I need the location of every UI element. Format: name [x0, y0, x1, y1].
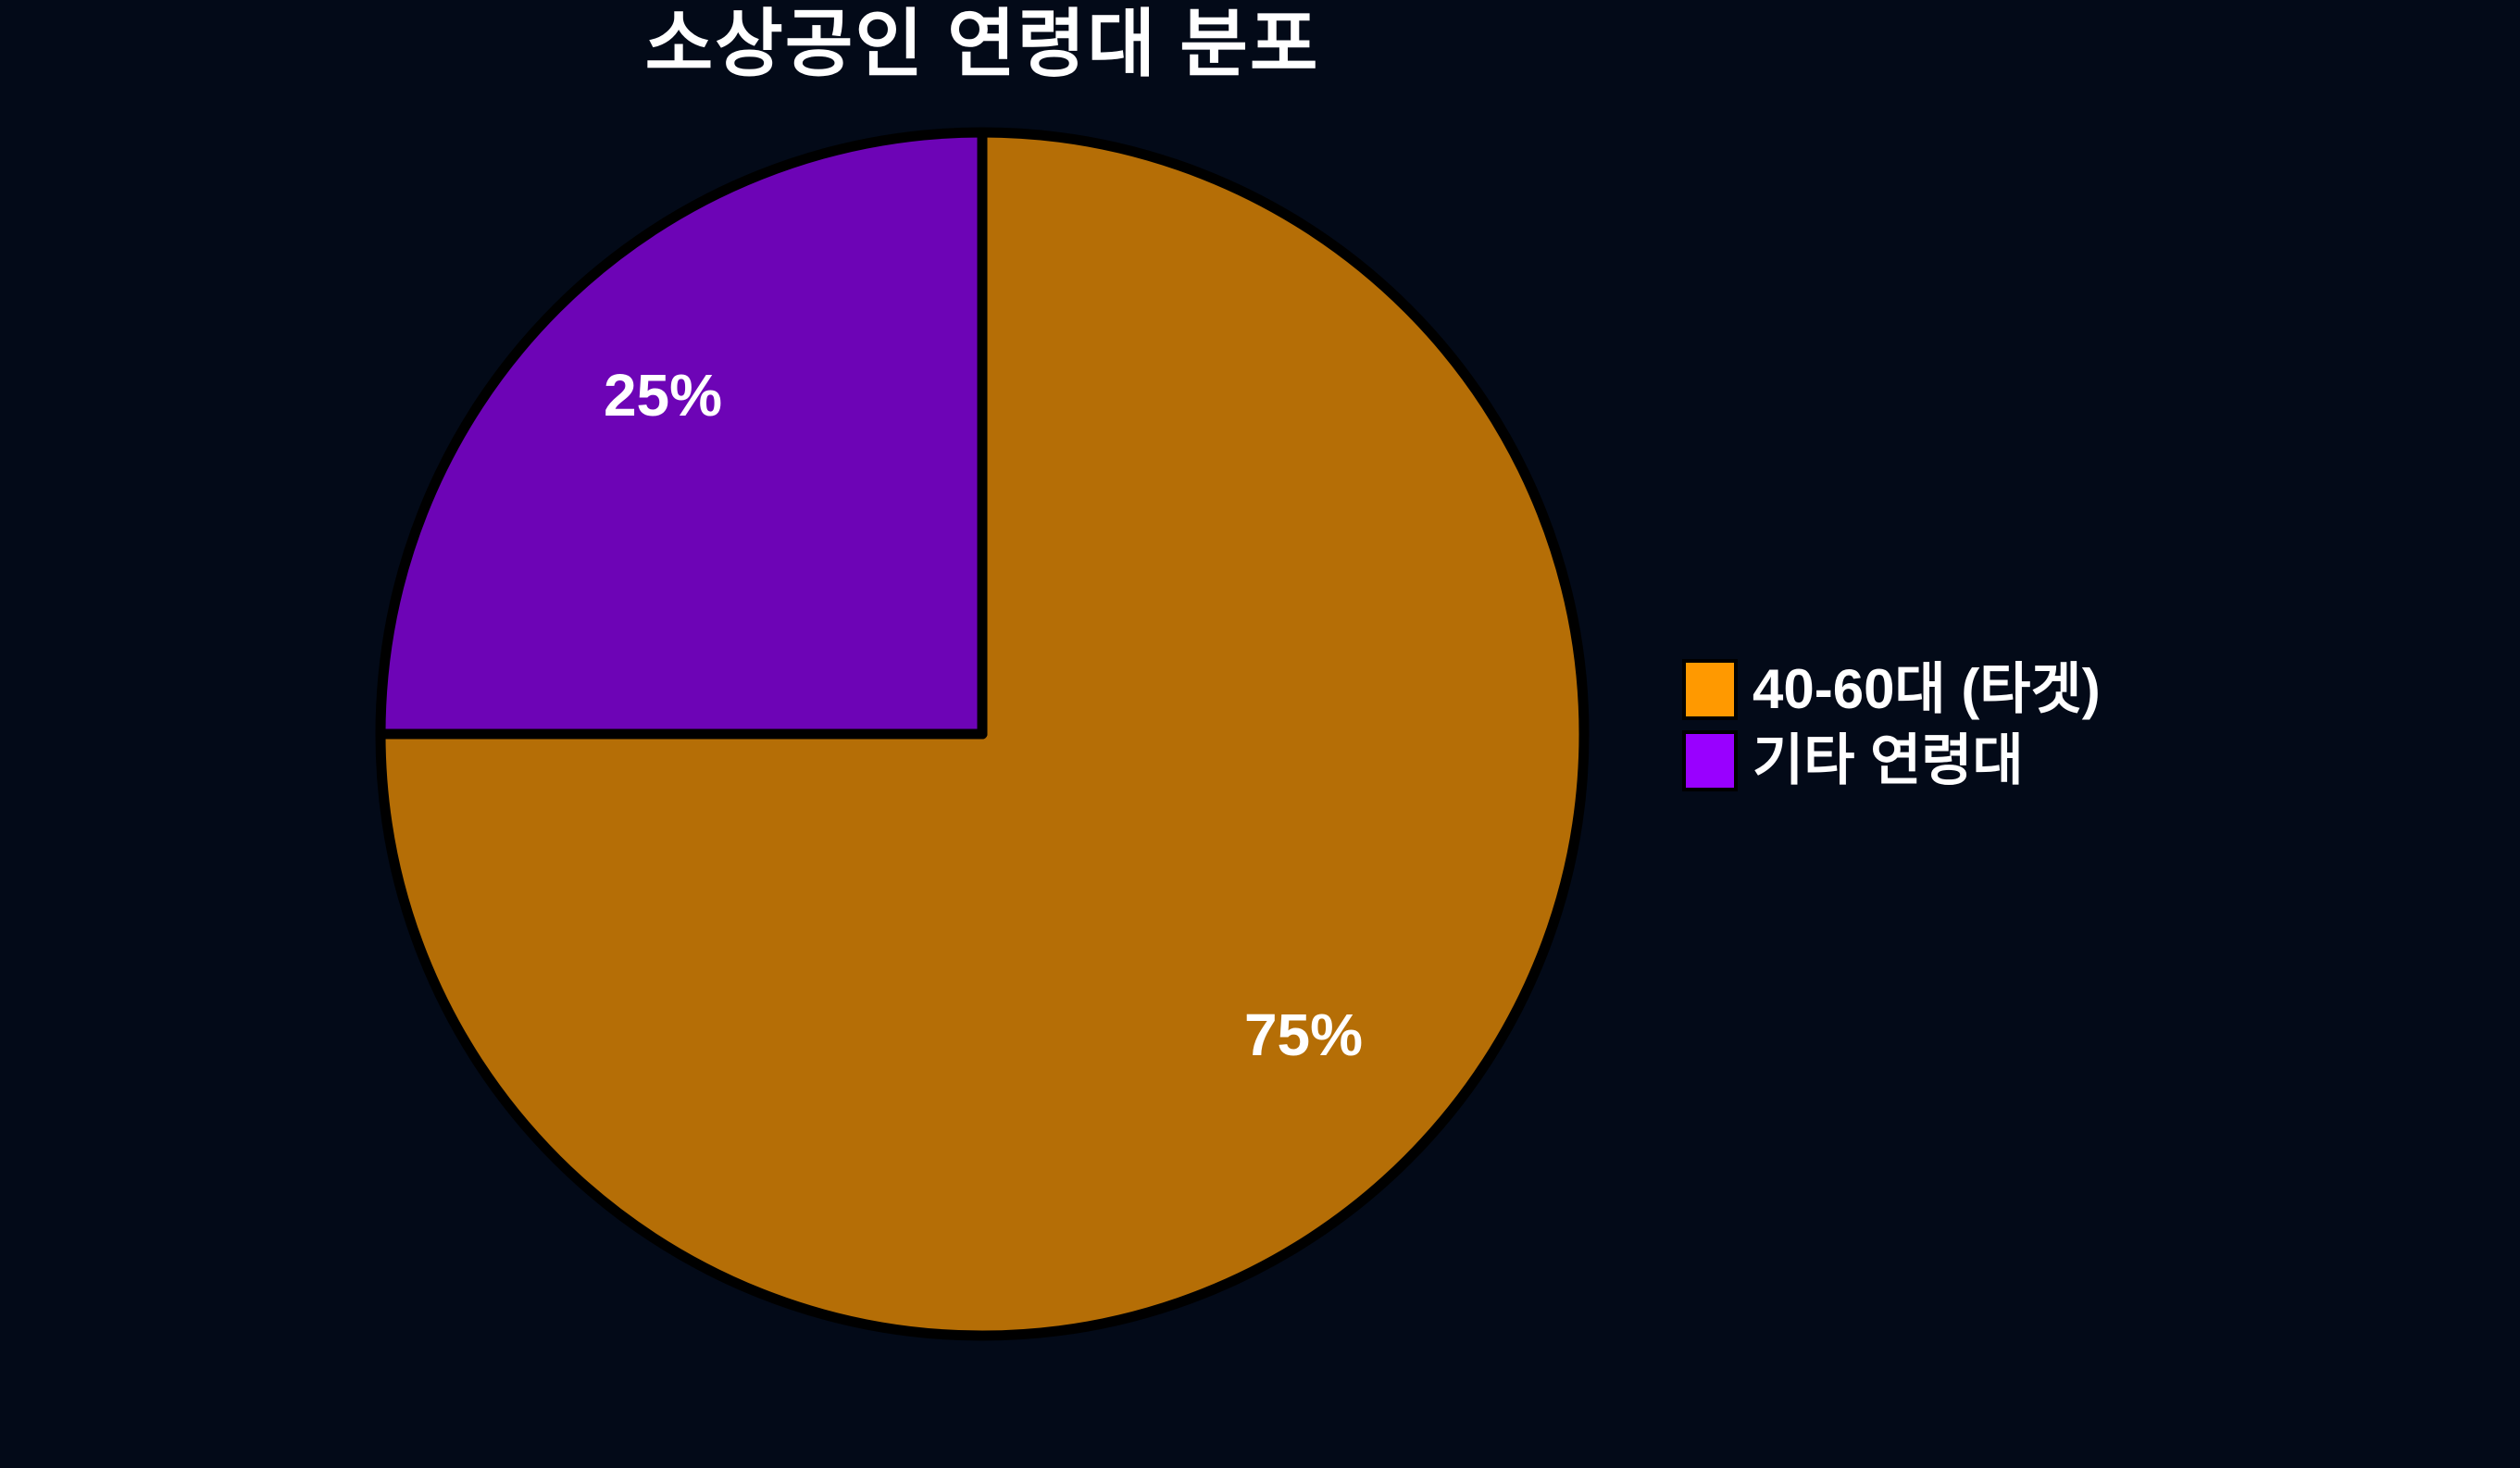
legend-item-40-60-target: 40-60대 (타겟) — [1682, 658, 2101, 720]
pie-slice-40-60-target — [375, 127, 1590, 1341]
pct-label-75: 75% — [1244, 1001, 1363, 1068]
pct-label-25: 25% — [604, 362, 722, 429]
chart-title: 소상공인 연령대 분포 — [644, 3, 1320, 85]
legend-label-40-60-target: 40-60대 (타겟) — [1753, 657, 2101, 720]
legend-item-other-ages: 기타 연령대 — [1682, 729, 2101, 791]
legend-swatch-orange-icon — [1682, 658, 1738, 720]
legend-swatch-purple-icon — [1682, 729, 1738, 791]
legend-label-other-ages: 기타 연령대 — [1753, 728, 2024, 791]
legend: 40-60대 (타겟) 기타 연령대 — [1682, 658, 2101, 801]
pie-slice-other-ages — [375, 127, 988, 740]
